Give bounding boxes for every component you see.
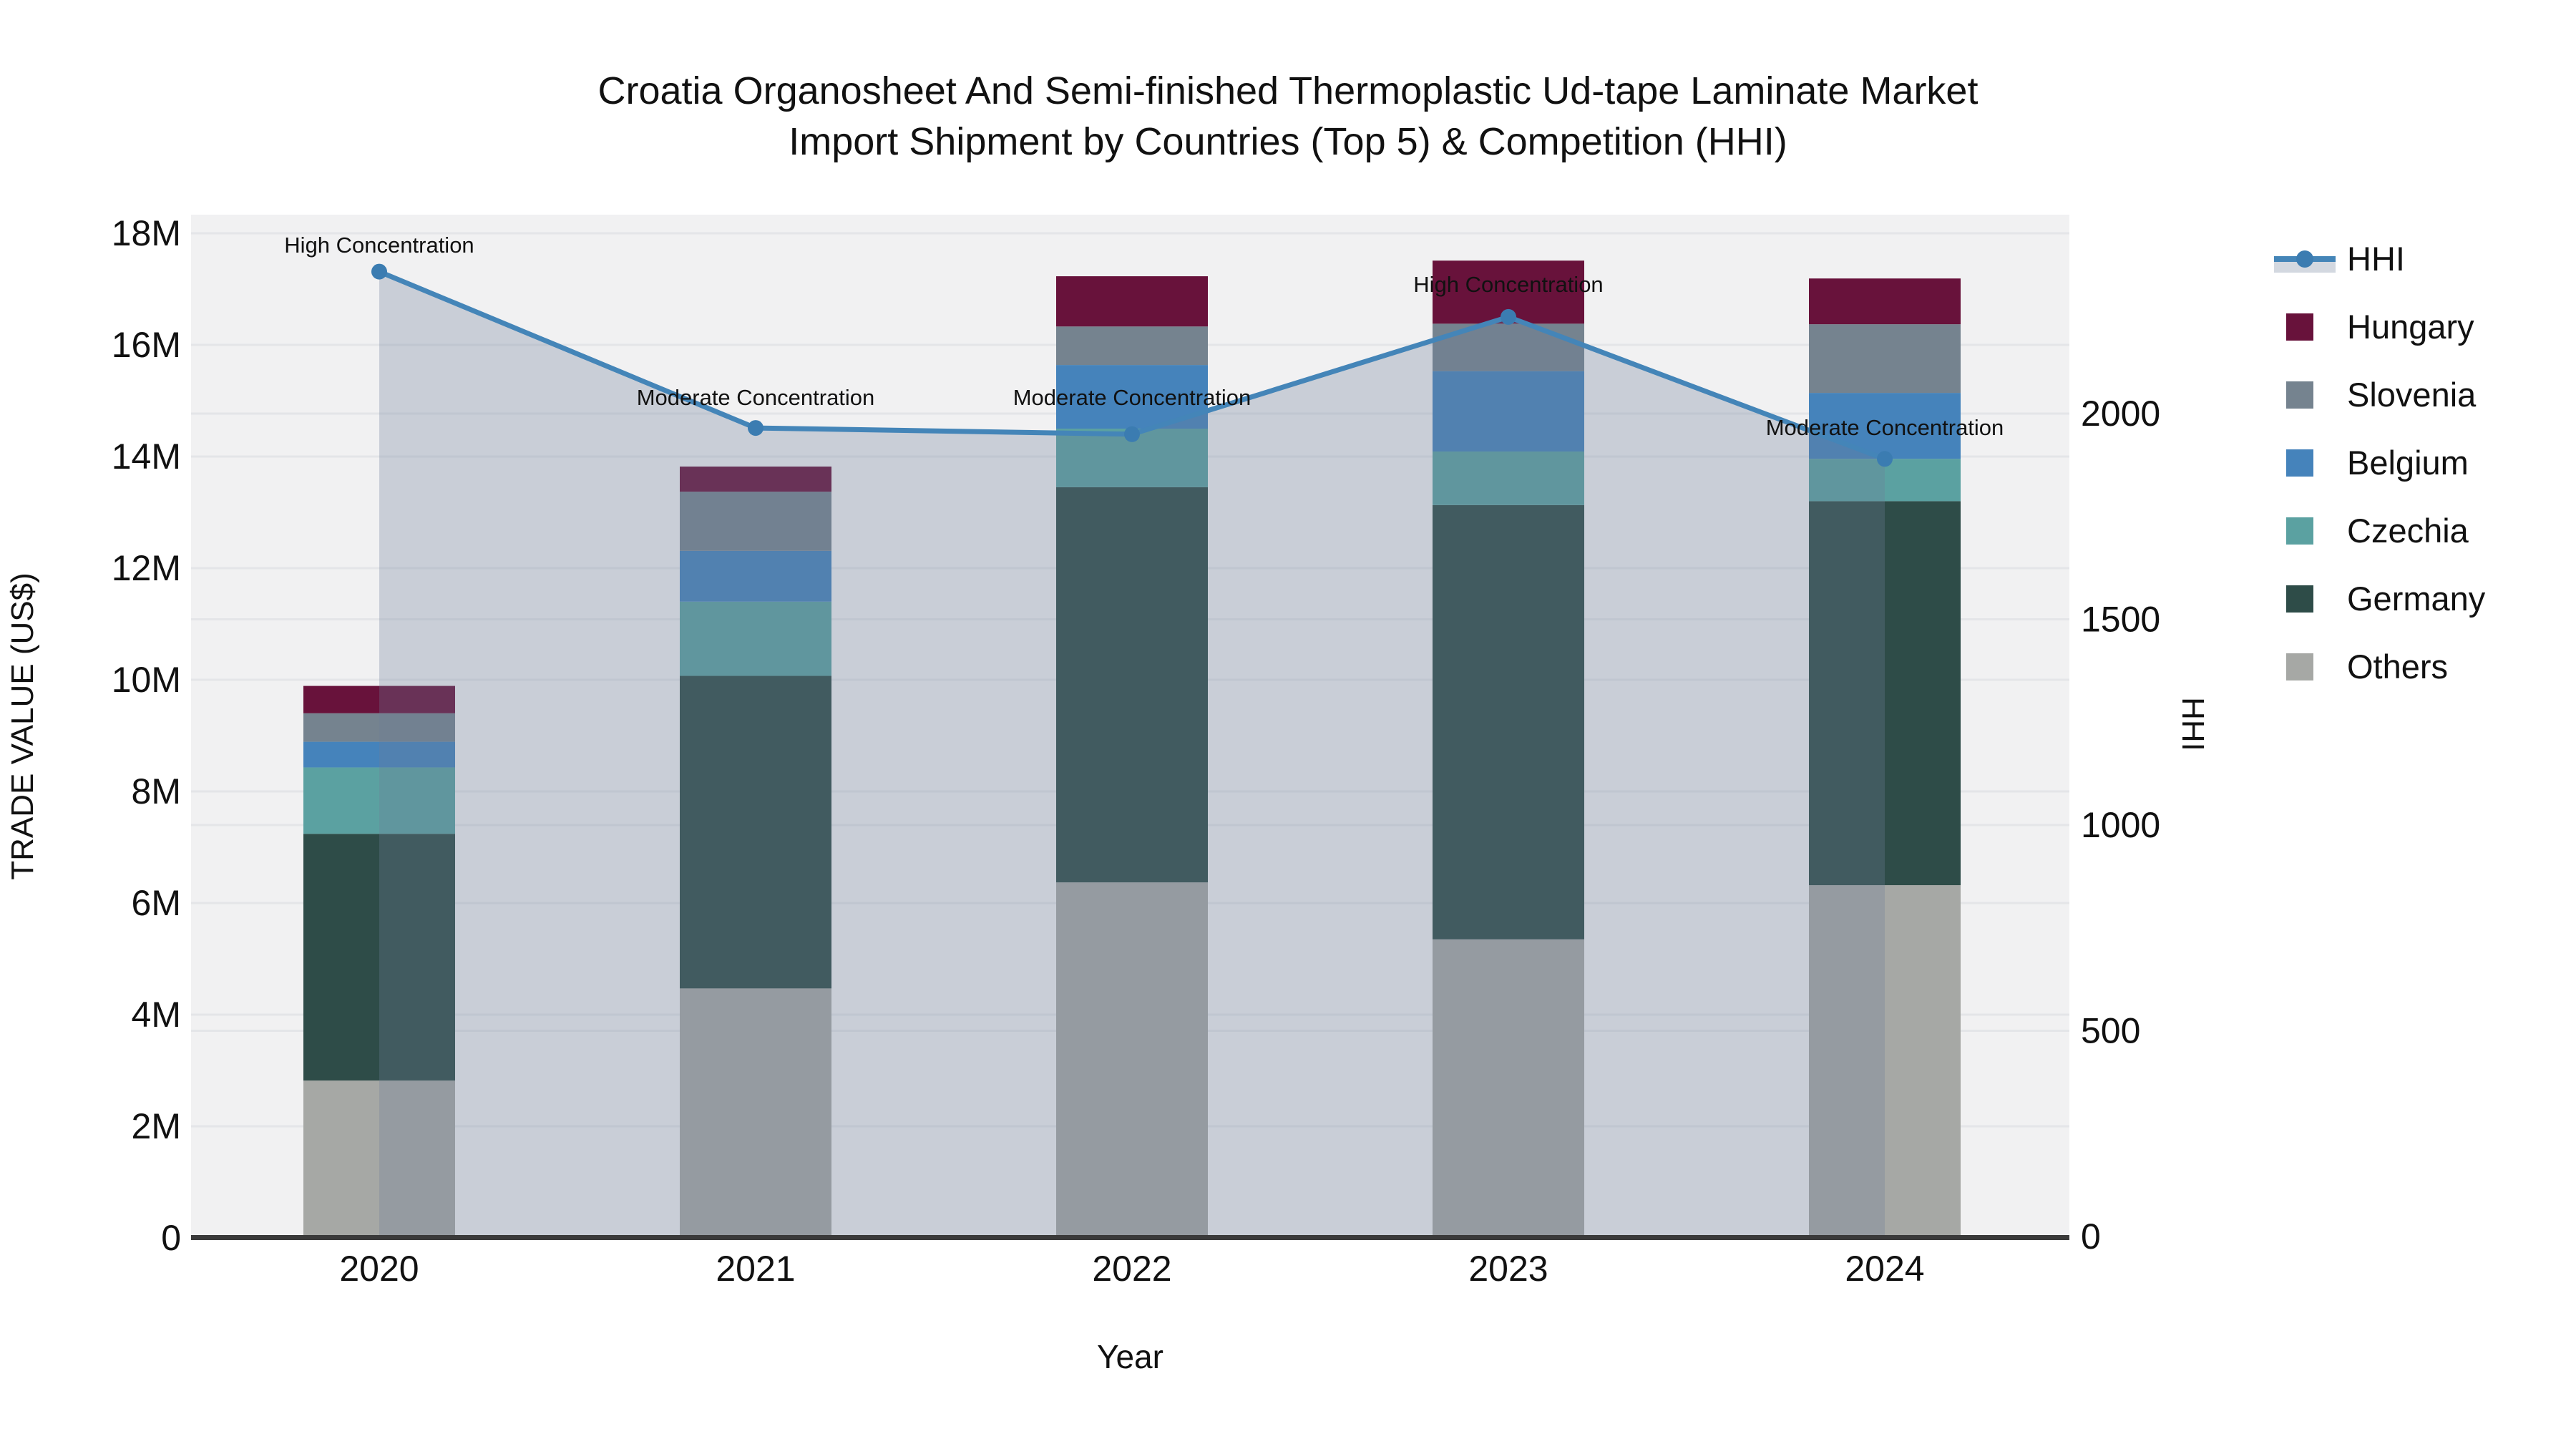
legend-item-germany[interactable]: Germany xyxy=(2286,580,2486,618)
bar-segment-others-2021[interactable] xyxy=(680,988,831,1238)
legend-swatch-icon xyxy=(2286,313,2313,341)
y-left-tick-label: 4M xyxy=(132,995,181,1035)
axes-layer: 0 2M 4M 6M 8M 10M 12M 14M 16M 18M 0 500 1000 1500 2000… xyxy=(5,213,2210,1375)
x-axis-title: Year xyxy=(1097,1338,1163,1375)
hhi-marker-2020[interactable] xyxy=(371,263,387,280)
bar-segment-hungary-2021[interactable] xyxy=(680,467,831,492)
legend-swatch-icon xyxy=(2286,449,2313,477)
hhi-area-fill xyxy=(379,271,1885,1236)
bar-group-2021 xyxy=(680,467,831,1238)
y-left-tick-label: 16M xyxy=(112,325,181,365)
annotation-2021: Moderate Concentration xyxy=(637,385,875,410)
titles-layer: Croatia Organosheet And Semi-finished Th… xyxy=(598,69,1979,163)
y-left-tick-label: 8M xyxy=(132,771,181,811)
bar-segment-germany-2021[interactable] xyxy=(680,675,831,989)
y-right-tick-label: 2000 xyxy=(2081,394,2160,434)
bar-segment-czechia-2021[interactable] xyxy=(680,601,831,676)
bar-segment-slovenia-2024[interactable] xyxy=(1809,324,1961,394)
annotation-2022: Moderate Concentration xyxy=(1013,385,1252,410)
chart-title-line2: Import Shipment by Countries (Top 5) & C… xyxy=(789,120,1787,163)
legend-swatch-icon xyxy=(2286,517,2313,545)
bar-segment-germany-2020[interactable] xyxy=(303,834,455,1081)
y-right-tick-label: 1500 xyxy=(2081,600,2160,640)
bar-segment-slovenia-2021[interactable] xyxy=(680,492,831,551)
legend-label: Czechia xyxy=(2347,512,2469,550)
annotation-2020: High Concentration xyxy=(284,233,474,258)
legend-label: Hungary xyxy=(2347,308,2474,346)
bar-segment-germany-2023[interactable] xyxy=(1433,504,1584,940)
y-right-tick-label: 500 xyxy=(2081,1011,2140,1051)
bar-segment-slovenia-2020[interactable] xyxy=(303,713,455,742)
x-tick-label-2024: 2024 xyxy=(1845,1249,1924,1289)
bar-segment-hungary-2022[interactable] xyxy=(1056,276,1208,327)
legend-item-hhi[interactable]: HHI xyxy=(2274,240,2405,278)
y-right-axis-title: HHI xyxy=(2175,697,2210,751)
hhi-marker-2024[interactable] xyxy=(1877,451,1893,467)
bar-segment-others-2020[interactable] xyxy=(303,1080,455,1238)
legend: HHI Hungary Slovenia Belgium Czechia Germany O… xyxy=(2274,240,2486,686)
annotation-2023: High Concentration xyxy=(1413,272,1603,297)
x-tick-label-2020: 2020 xyxy=(339,1249,419,1289)
bar-segment-others-2023[interactable] xyxy=(1433,939,1584,1238)
y-right-tick-label: 1000 xyxy=(2081,805,2160,845)
bar-segment-belgium-2020[interactable] xyxy=(303,741,455,768)
legend-swatch-icon xyxy=(2286,585,2313,613)
x-tick-label-2021: 2021 xyxy=(716,1249,795,1289)
y-left-tick-label: 18M xyxy=(112,213,181,253)
bar-segment-belgium-2023[interactable] xyxy=(1433,371,1584,452)
hhi-marker-2022[interactable] xyxy=(1124,426,1140,442)
bar-segment-germany-2024[interactable] xyxy=(1809,501,1961,886)
legend-item-others[interactable]: Others xyxy=(2286,648,2448,686)
bar-segment-belgium-2021[interactable] xyxy=(680,550,831,602)
y-left-tick-label: 10M xyxy=(112,660,181,700)
bar-segment-belgium-2024[interactable] xyxy=(1809,393,1961,459)
bar-group-2020 xyxy=(303,686,455,1238)
y-left-tick-label: 14M xyxy=(112,436,181,477)
hhi-marker-2021[interactable] xyxy=(748,420,763,436)
hhi-area-fill-layer xyxy=(379,271,1885,1236)
bar-segment-slovenia-2022[interactable] xyxy=(1056,326,1208,366)
y-right-tick-label: 0 xyxy=(2081,1216,2101,1257)
y-left-tick-label: 6M xyxy=(132,883,181,923)
stacked-bars-layer xyxy=(303,260,1961,1238)
legend-hhi-marker-icon xyxy=(2296,250,2313,268)
y-left-tick-label: 0 xyxy=(161,1218,181,1258)
bar-group-2023 xyxy=(1433,260,1584,1238)
chart-title-line1: Croatia Organosheet And Semi-finished Th… xyxy=(598,69,1979,112)
y-left-tick-label: 12M xyxy=(112,548,181,588)
bar-group-2024 xyxy=(1809,278,1961,1238)
x-tick-label-2022: 2022 xyxy=(1092,1249,1171,1289)
legend-label: Slovenia xyxy=(2347,376,2477,414)
legend-item-czechia[interactable]: Czechia xyxy=(2286,512,2469,550)
bar-segment-czechia-2020[interactable] xyxy=(303,767,455,834)
legend-label: Others xyxy=(2347,648,2448,686)
y-left-tick-label: 2M xyxy=(132,1106,181,1146)
gridline-left-axis xyxy=(191,232,2069,235)
annotations-layer: High Concentration Moderate Concentration… xyxy=(284,233,2004,440)
bar-segment-germany-2022[interactable] xyxy=(1056,487,1208,883)
legend-item-slovenia[interactable]: Slovenia xyxy=(2286,376,2477,414)
legend-label: Belgium xyxy=(2347,444,2469,482)
bar-segment-czechia-2023[interactable] xyxy=(1433,451,1584,505)
x-tick-label-2023: 2023 xyxy=(1468,1249,1548,1289)
legend-label: HHI xyxy=(2347,240,2405,278)
legend-swatch-icon xyxy=(2286,381,2313,409)
x-axis-line xyxy=(191,1235,2069,1240)
bar-segment-hungary-2024[interactable] xyxy=(1809,278,1961,325)
hhi-line-layer xyxy=(371,263,1893,467)
legend-swatch-icon xyxy=(2286,653,2313,680)
bar-segment-hungary-2020[interactable] xyxy=(303,686,455,713)
bar-group-2022 xyxy=(1056,276,1208,1238)
bar-segment-others-2022[interactable] xyxy=(1056,882,1208,1238)
legend-item-belgium[interactable]: Belgium xyxy=(2286,444,2469,482)
legend-label: Germany xyxy=(2347,580,2486,618)
y-left-axis-title: TRADE VALUE (US$) xyxy=(5,572,40,880)
bar-segment-others-2024[interactable] xyxy=(1809,885,1961,1238)
annotation-2024: Moderate Concentration xyxy=(1766,415,2004,440)
hhi-marker-2023[interactable] xyxy=(1501,308,1516,325)
legend-item-hungary[interactable]: Hungary xyxy=(2286,308,2474,346)
